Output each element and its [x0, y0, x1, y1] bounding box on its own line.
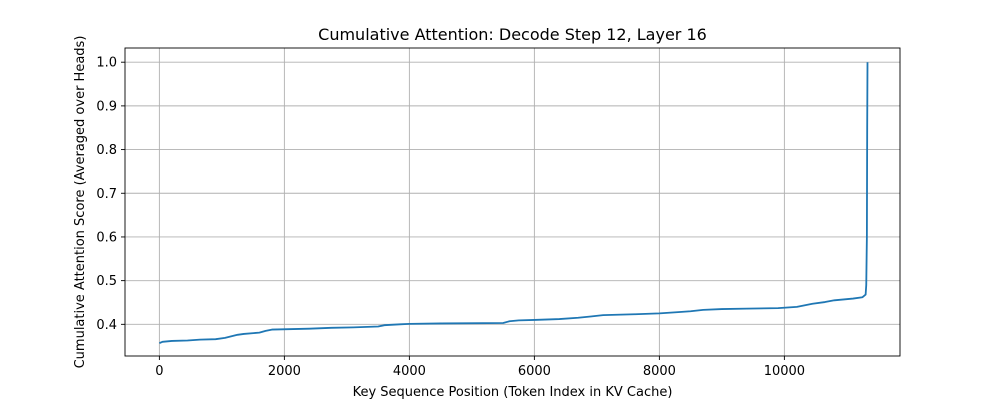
y-axis-label: Cumulative Attention Score (Averaged ove…	[73, 36, 88, 369]
x-tick-label: 0	[155, 364, 163, 379]
y-tick-label: 0.7	[96, 187, 117, 202]
x-tick-label: 6000	[518, 364, 551, 379]
x-tick-label: 10000	[764, 364, 805, 379]
chart-title: Cumulative Attention: Decode Step 12, La…	[318, 25, 707, 44]
x-tick-label: 4000	[393, 364, 426, 379]
plot-frame	[124, 47, 901, 357]
y-tick-label: 1.0	[96, 56, 117, 71]
series-line	[159, 62, 869, 344]
y-tick-label: 0.4	[96, 318, 117, 333]
x-tick-label: 2000	[268, 364, 301, 379]
tick-layer: 0 2000 4000 6000 8000 10000 0.4 0.5 0.6 0.7 0.8 0.9…	[96, 56, 805, 379]
x-tick-label: 8000	[643, 364, 676, 379]
x-axis-label: Key Sequence Position (Token Index in KV…	[353, 385, 673, 400]
y-tick-label: 0.9	[96, 99, 117, 114]
series-layer	[159, 62, 869, 344]
y-tick-label: 0.8	[96, 143, 117, 158]
grid-layer	[125, 48, 900, 356]
y-tick-label: 0.5	[96, 274, 117, 289]
y-tick-label: 0.6	[96, 230, 117, 245]
